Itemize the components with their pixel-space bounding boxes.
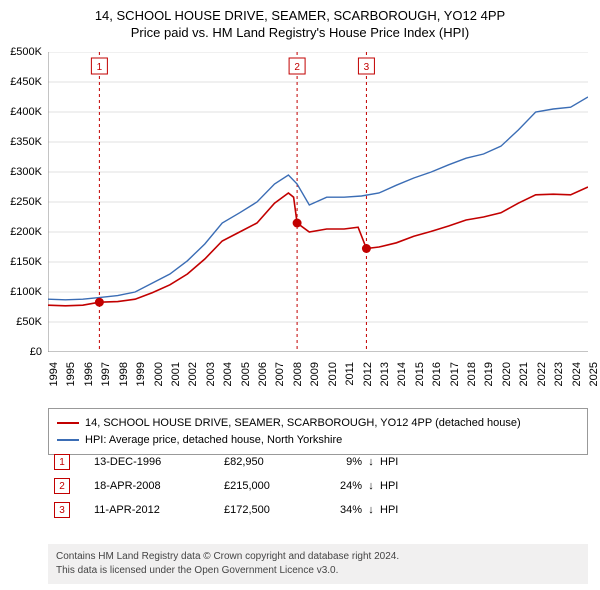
plot-area: 1 2 3 [48, 52, 588, 352]
svg-text:1: 1 [97, 62, 103, 73]
legend-swatch [57, 439, 79, 441]
event-pct: 24% [314, 480, 362, 492]
legend-label: 14, SCHOOL HOUSE DRIVE, SEAMER, SCARBORO… [85, 415, 521, 432]
y-tick-label: £150K [10, 256, 42, 268]
event-row: 1 13-DEC-1996£82,9509%↓HPI [48, 450, 588, 474]
marker-events-table: 113-DEC-1996£82,9509%↓HPI218-APR-2008£21… [48, 450, 588, 522]
x-tick-label: 2012 [362, 362, 374, 386]
x-tick-label: 2019 [483, 362, 495, 386]
x-tick-label: 2007 [274, 362, 286, 386]
x-tick-label: 2011 [344, 362, 356, 386]
x-tick-label: 2018 [466, 362, 478, 386]
event-price: £82,950 [224, 456, 314, 468]
x-tick-label: 1997 [100, 362, 112, 386]
x-tick-label: 2001 [170, 362, 182, 386]
x-tick-label: 2022 [536, 362, 548, 386]
event-date: 13-DEC-1996 [94, 456, 224, 468]
x-tick-label: 2010 [327, 362, 339, 386]
event-badge: 2 [54, 478, 70, 494]
legend: 14, SCHOOL HOUSE DRIVE, SEAMER, SCARBORO… [48, 408, 588, 455]
event-badge: 1 [54, 454, 70, 470]
down-arrow-icon: ↓ [362, 480, 380, 492]
x-tick-label: 1995 [65, 362, 77, 386]
down-arrow-icon: ↓ [362, 456, 380, 468]
x-tick-label: 2009 [309, 362, 321, 386]
event-suffix: HPI [380, 480, 398, 492]
attribution-footer: Contains HM Land Registry data © Crown c… [48, 544, 588, 584]
x-tick-label: 2008 [292, 362, 304, 386]
y-tick-label: £250K [10, 196, 42, 208]
y-tick-label: £50K [16, 316, 42, 328]
x-tick-label: 1998 [118, 362, 130, 386]
y-axis: £0 £50K £100K £150K £200K £250K £300K £350K £400… [0, 46, 44, 358]
event-pct: 34% [314, 504, 362, 516]
y-tick-label: £500K [10, 46, 42, 58]
svg-text:3: 3 [364, 62, 370, 73]
y-tick-label: £350K [10, 136, 42, 148]
footer-line2: This data is licensed under the Open Gov… [56, 564, 580, 578]
event-pct: 9% [314, 456, 362, 468]
legend-item: 14, SCHOOL HOUSE DRIVE, SEAMER, SCARBORO… [57, 415, 579, 432]
event-marker-dot [362, 244, 371, 253]
y-tick-label: £100K [10, 286, 42, 298]
event-price: £172,500 [224, 504, 314, 516]
legend-label: HPI: Average price, detached house, Nort… [85, 432, 342, 449]
x-tick-label: 2025 [588, 362, 600, 386]
x-tick-label: 2014 [396, 362, 408, 386]
event-price: £215,000 [224, 480, 314, 492]
x-tick-label: 2016 [431, 362, 443, 386]
y-tick-label: £200K [10, 226, 42, 238]
chart-container: £0 £50K £100K £150K £200K £250K £300K £350K £400… [0, 46, 600, 406]
y-tick-label: £0 [30, 346, 42, 358]
svg-text:2: 2 [294, 62, 300, 73]
down-arrow-icon: ↓ [362, 504, 380, 516]
x-tick-label: 2003 [205, 362, 217, 386]
x-tick-label: 1999 [135, 362, 147, 386]
page-title-line1: 14, SCHOOL HOUSE DRIVE, SEAMER, SCARBORO… [0, 8, 600, 23]
x-tick-label: 1996 [83, 362, 95, 386]
series-line [48, 97, 588, 300]
x-tick-label: 2015 [414, 362, 426, 386]
legend-swatch [57, 422, 79, 424]
legend-item: HPI: Average price, detached house, Nort… [57, 432, 579, 449]
event-badge: 3 [54, 502, 70, 518]
x-tick-label: 2005 [240, 362, 252, 386]
series-line [48, 187, 588, 306]
x-tick-label: 2006 [257, 362, 269, 386]
x-tick-label: 2004 [222, 362, 234, 386]
event-marker-dot [293, 219, 302, 228]
event-date: 18-APR-2008 [94, 480, 224, 492]
x-tick-label: 2002 [187, 362, 199, 386]
y-tick-label: £450K [10, 76, 42, 88]
x-tick-label: 2020 [501, 362, 513, 386]
x-tick-label: 2024 [571, 362, 583, 386]
x-tick-label: 2021 [518, 362, 530, 386]
event-date: 11-APR-2012 [94, 504, 224, 516]
y-tick-label: £300K [10, 166, 42, 178]
page-title-line2: Price paid vs. HM Land Registry's House … [0, 25, 600, 40]
x-tick-label: 2023 [553, 362, 565, 386]
x-tick-label: 2013 [379, 362, 391, 386]
x-axis: 1994 1995 1996 1997 1998 1999 2000 2001 2002 2003… [48, 358, 588, 406]
x-tick-label: 2000 [153, 362, 165, 386]
y-tick-label: £400K [10, 106, 42, 118]
x-tick-label: 2017 [449, 362, 461, 386]
event-row: 2 18-APR-2008£215,00024%↓HPI [48, 474, 588, 498]
event-marker-dot [95, 298, 104, 307]
event-suffix: HPI [380, 456, 398, 468]
x-tick-label: 1994 [48, 362, 60, 386]
event-row: 3 11-APR-2012£172,50034%↓HPI [48, 498, 588, 522]
footer-line1: Contains HM Land Registry data © Crown c… [56, 550, 580, 564]
event-suffix: HPI [380, 504, 398, 516]
